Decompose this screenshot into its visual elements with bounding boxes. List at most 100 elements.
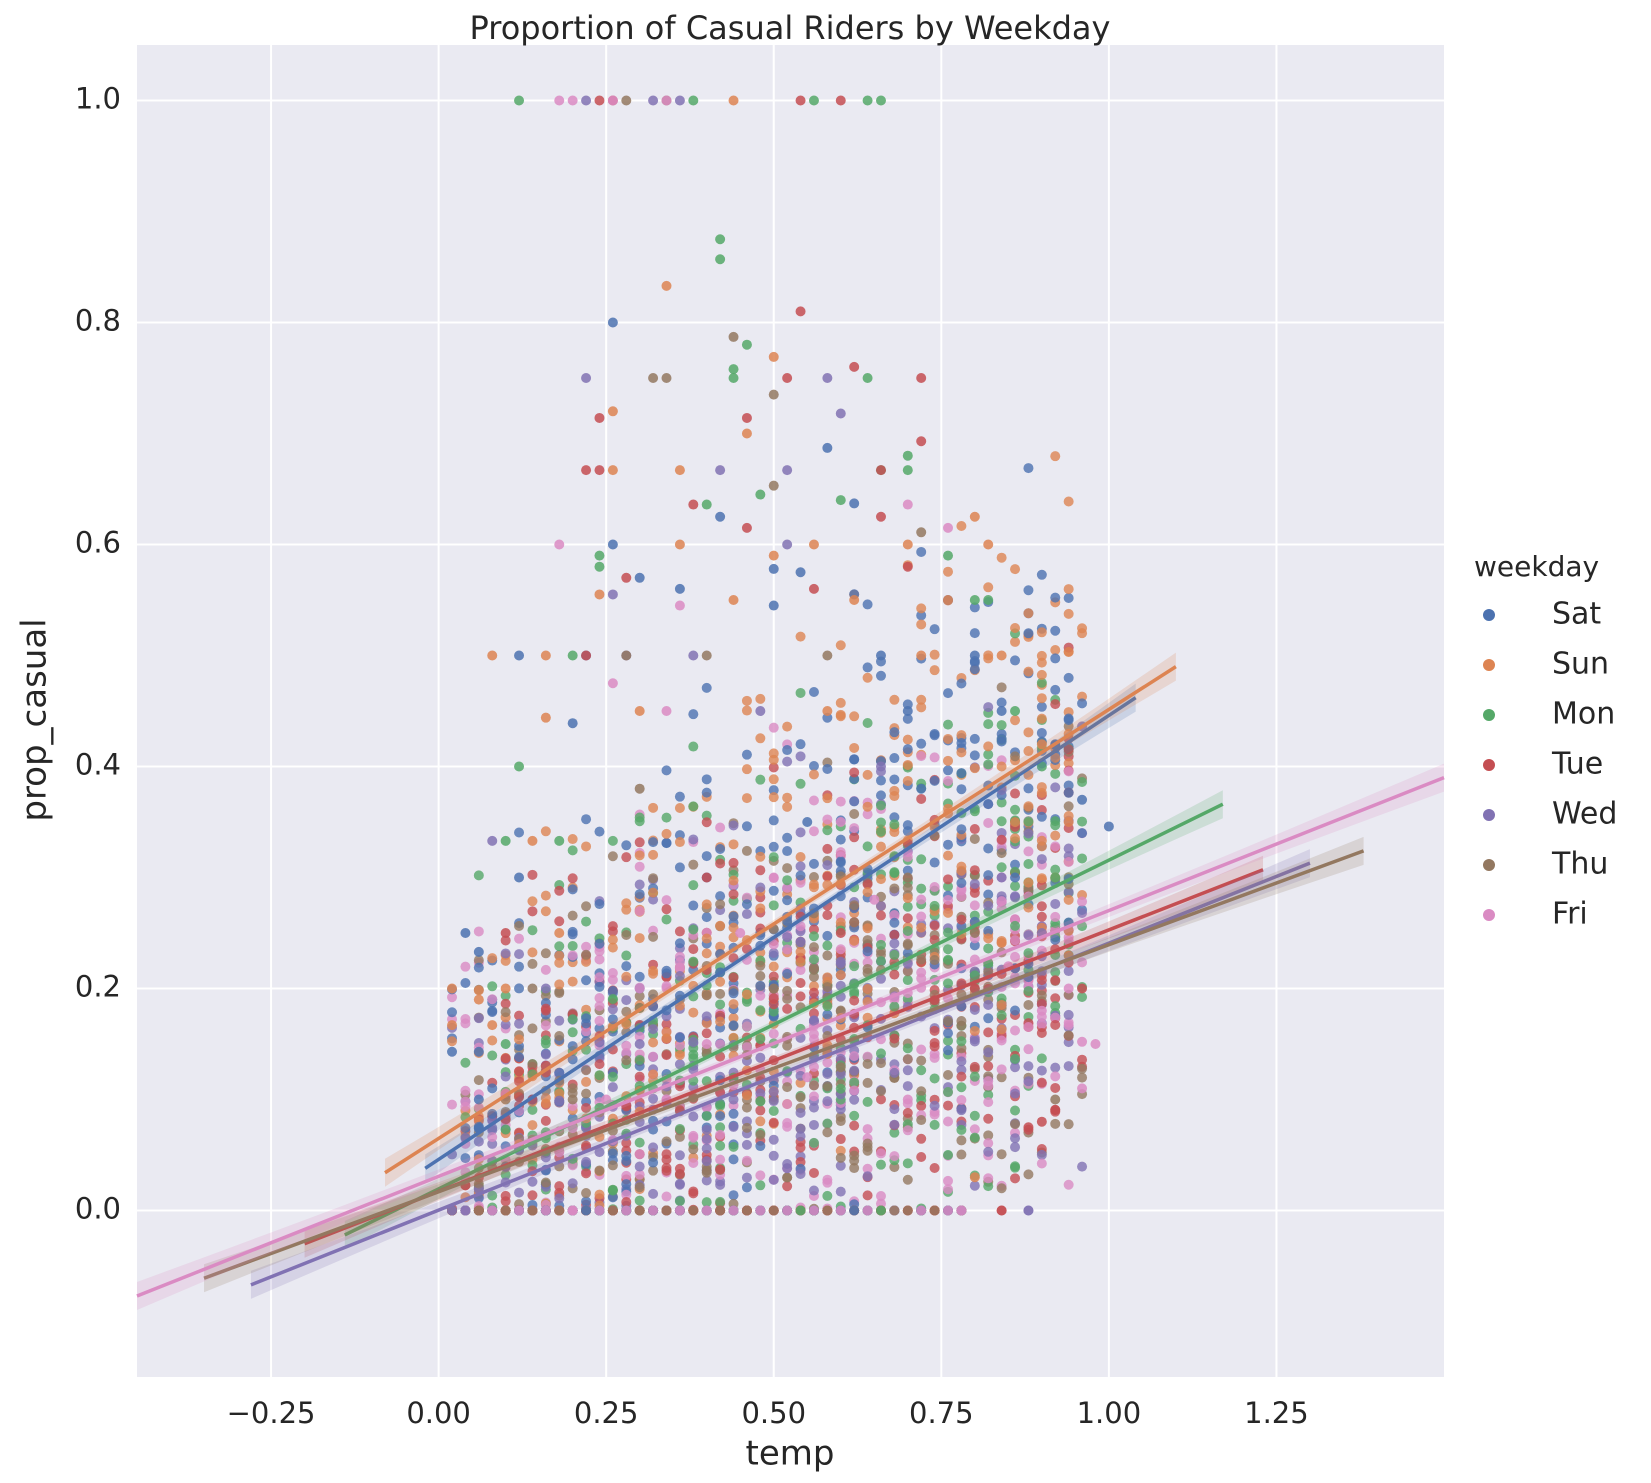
- scatter-point-fri: [648, 1205, 659, 1216]
- scatter-point-fri: [634, 906, 645, 917]
- scatter-point-mon: [1010, 881, 1021, 892]
- scatter-point-sat: [567, 929, 578, 940]
- scatter-point-sun: [1036, 650, 1047, 661]
- scatter-point-tue: [728, 889, 739, 900]
- scatter-point-tue: [929, 1163, 940, 1174]
- scatter-point-thu: [862, 1058, 873, 1069]
- scatter-point-sun: [862, 1012, 873, 1023]
- scatter-point-sat: [728, 1020, 739, 1031]
- scatter-point-fri: [1077, 1036, 1088, 1047]
- scatter-point-tue: [661, 904, 672, 915]
- scatter-point-fri: [621, 1170, 632, 1181]
- scatter-point-tue: [688, 1186, 699, 1197]
- scatter-point-thu: [741, 845, 752, 856]
- scatter-point-sat: [1036, 811, 1047, 822]
- scatter-point-fri: [674, 1205, 685, 1216]
- scatter-point-mon: [822, 1190, 833, 1201]
- scatter-point-mon: [1010, 1053, 1021, 1064]
- scatter-point-sat: [956, 784, 967, 795]
- scatter-point-wed: [701, 1156, 712, 1167]
- scatter-point-tue: [594, 412, 605, 423]
- scatter-point-wed: [500, 1071, 511, 1082]
- scatter-point-tue: [1050, 975, 1061, 986]
- scatter-point-mon: [607, 1184, 618, 1195]
- scatter-point-sun: [902, 775, 913, 786]
- scatter-point-tue: [607, 921, 618, 932]
- scatter-point-sat: [741, 749, 752, 760]
- scatter-point-mon: [835, 1083, 846, 1094]
- scatter-point-sat: [916, 783, 927, 794]
- scatter-point-sat: [795, 739, 806, 750]
- scatter-point-wed: [996, 872, 1007, 883]
- scatter-point-tue: [661, 1019, 672, 1030]
- scatter-point-sun: [768, 748, 779, 759]
- scatter-point-fri: [1023, 846, 1034, 857]
- scatter-point-sun: [527, 947, 538, 958]
- scatter-point-wed: [540, 1049, 551, 1060]
- scatter-point-sun: [916, 650, 927, 661]
- scatter-point-sat: [822, 763, 833, 774]
- y-axis-label: prop_casual: [15, 618, 55, 821]
- scatter-point-sat: [983, 870, 994, 881]
- scatter-point-wed: [795, 751, 806, 762]
- scatter-point-sun: [607, 406, 618, 417]
- scatter-point-tue: [889, 929, 900, 940]
- scatter-point-fri: [916, 1205, 927, 1216]
- scatter-point-sun: [835, 640, 846, 651]
- scatter-point-mon: [782, 875, 793, 886]
- scatter-point-mon: [902, 450, 913, 461]
- scatter-point-mon: [715, 254, 726, 265]
- scatter-point-sun: [1023, 727, 1034, 738]
- scatter-point-tue: [594, 465, 605, 476]
- scatter-point-thu: [956, 1135, 967, 1146]
- scatter-point-sat: [862, 599, 873, 610]
- scatter-point-thu: [996, 1072, 1007, 1083]
- scatter-point-sat: [755, 980, 766, 991]
- scatter-point-thu: [514, 920, 525, 931]
- scatter-point-sat: [674, 938, 685, 949]
- scatter-point-mon: [822, 1001, 833, 1012]
- scatter-point-tue: [969, 983, 980, 994]
- scatter-point-fri: [514, 1205, 525, 1216]
- scatter-point-thu: [1010, 1119, 1021, 1130]
- scatter-point-mon: [889, 949, 900, 960]
- scatter-point-wed: [983, 1146, 994, 1157]
- scatter-point-mon: [607, 993, 618, 1004]
- scatter-point-sat: [674, 583, 685, 594]
- scatter-point-tue: [1036, 880, 1047, 891]
- scatter-point-sat: [594, 981, 605, 992]
- scatter-point-fri: [802, 1072, 813, 1083]
- scatter-point-tue: [808, 583, 819, 594]
- scatter-point-thu: [715, 899, 726, 910]
- scatter-point-thu: [822, 1205, 833, 1216]
- scatter-point-sat: [607, 317, 618, 328]
- scatter-point-mon: [567, 845, 578, 856]
- scatter-point-sat: [822, 442, 833, 453]
- scatter-point-thu: [648, 373, 659, 383]
- scatter-point-thu: [540, 990, 551, 1001]
- scatter-point-thu: [1050, 1118, 1061, 1129]
- scatter-point-sun: [648, 1069, 659, 1080]
- scatter-point-sun: [607, 942, 618, 953]
- scatter-point-thu: [581, 949, 592, 960]
- scatter-point-thu: [768, 1205, 779, 1216]
- scatter-point-mon: [943, 550, 954, 561]
- scatter-point-tue: [956, 1071, 967, 1082]
- scatter-point-tue: [661, 1050, 672, 1061]
- scatter-point-thu: [902, 872, 913, 883]
- scatter-point-tue: [581, 650, 592, 661]
- scatter-point-wed: [634, 879, 645, 890]
- scatter-point-sat: [1023, 783, 1034, 794]
- scatter-point-sat: [1063, 592, 1074, 603]
- scatter-point-wed: [889, 1067, 900, 1078]
- scatter-point-thu: [822, 982, 833, 993]
- scatter-point-sun: [835, 969, 846, 980]
- scatter-point-sun: [849, 711, 860, 722]
- scatter-point-mon: [768, 1105, 779, 1116]
- scatter-point-fri: [835, 847, 846, 858]
- scatter-point-wed: [473, 1136, 484, 1147]
- scatter-point-sun: [808, 539, 819, 550]
- scatter-point-wed: [768, 1174, 779, 1185]
- scatter-point-sat: [473, 946, 484, 957]
